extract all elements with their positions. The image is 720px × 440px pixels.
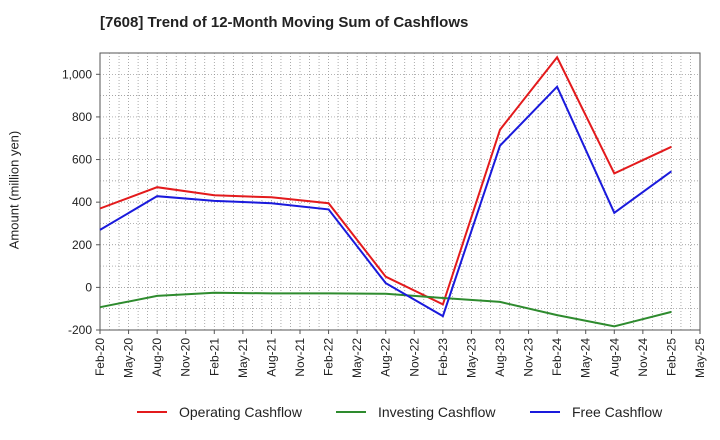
x-tick-label: May-20 — [122, 338, 136, 378]
x-tick-label: May-21 — [236, 338, 250, 378]
legend: Operating Cashflow Investing Cashflow Free… — [0, 404, 720, 426]
x-tick-label: May-25 — [693, 338, 707, 378]
x-tick-label: Feb-24 — [550, 338, 564, 376]
x-tick-label: May-23 — [464, 338, 478, 378]
x-tick-label: Nov-22 — [407, 338, 421, 377]
x-tick-label: Feb-23 — [436, 338, 450, 376]
y-tick-label: 400 — [72, 195, 92, 209]
x-tick-label: Aug-20 — [150, 338, 164, 377]
legend-swatch — [336, 411, 366, 413]
y-tick-label: 200 — [72, 238, 92, 252]
legend-item: Investing Cashflow — [336, 404, 496, 420]
y-tick-label: 0 — [85, 280, 92, 294]
legend-label: Investing Cashflow — [378, 404, 496, 420]
y-tick-label: 1,000 — [62, 67, 92, 81]
legend-label: Operating Cashflow — [179, 404, 302, 420]
x-tick-label: Aug-22 — [379, 338, 393, 377]
legend-swatch — [530, 411, 560, 413]
y-tick-label: 600 — [72, 153, 92, 167]
x-tick-label: Aug-23 — [493, 338, 507, 377]
x-tick-label: Nov-21 — [293, 338, 307, 377]
line-chart: -200 0 200 400 600 800 1,000 Feb-20 May-20 Aug-20… — [62, 52, 707, 378]
legend-item: Free Cashflow — [530, 404, 662, 420]
x-tick-label: Nov-23 — [522, 338, 536, 377]
x-tick-label: Feb-22 — [322, 338, 336, 376]
x-tick-label: Feb-21 — [207, 338, 221, 376]
x-tick-label: May-22 — [350, 338, 364, 378]
chart-title: [7608] Trend of 12-Month Moving Sum of C… — [100, 14, 469, 31]
legend-item: Operating Cashflow — [137, 404, 302, 420]
x-tick-label: Nov-24 — [636, 338, 650, 377]
x-tick-label: Nov-20 — [179, 338, 193, 377]
x-tick-label: May-24 — [579, 338, 593, 378]
y-tick-label: -200 — [68, 323, 92, 337]
legend-label: Free Cashflow — [572, 404, 663, 420]
x-tick-label: Aug-24 — [607, 338, 621, 377]
x-tick-label: Feb-25 — [664, 338, 678, 376]
legend-swatch — [137, 411, 167, 413]
x-tick-label: Aug-21 — [264, 338, 278, 377]
x-tick-label: Feb-20 — [93, 338, 107, 376]
y-tick-label: 800 — [72, 110, 92, 124]
